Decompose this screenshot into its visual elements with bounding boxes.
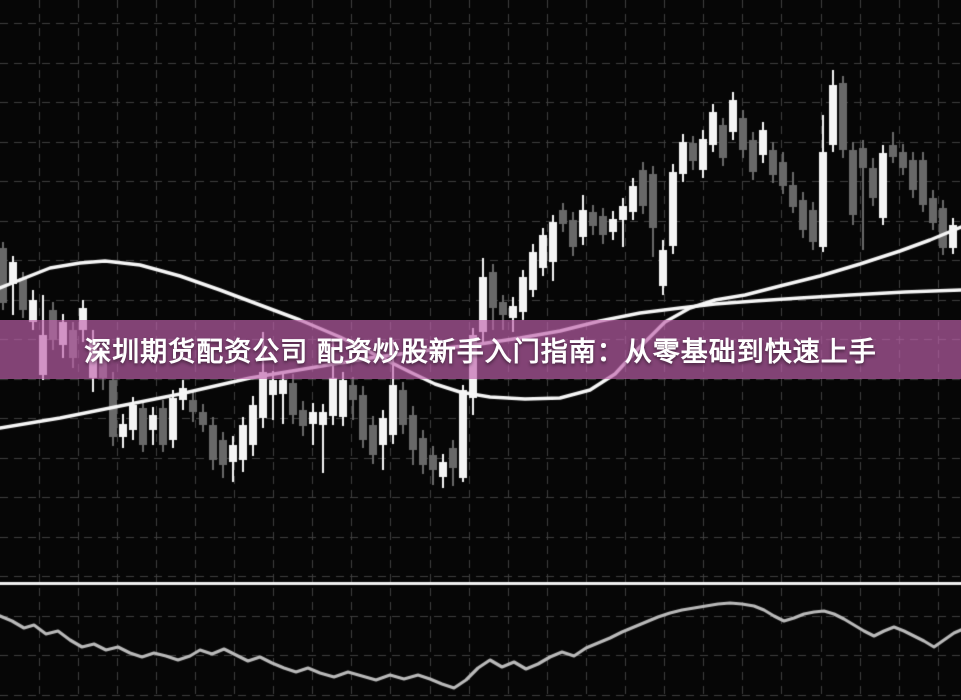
candlestick-chart-canvas (0, 0, 961, 700)
chart-screenshot: 深圳期货配资公司 配资炒股新手入门指南：从零基础到快速上手 (0, 0, 961, 700)
